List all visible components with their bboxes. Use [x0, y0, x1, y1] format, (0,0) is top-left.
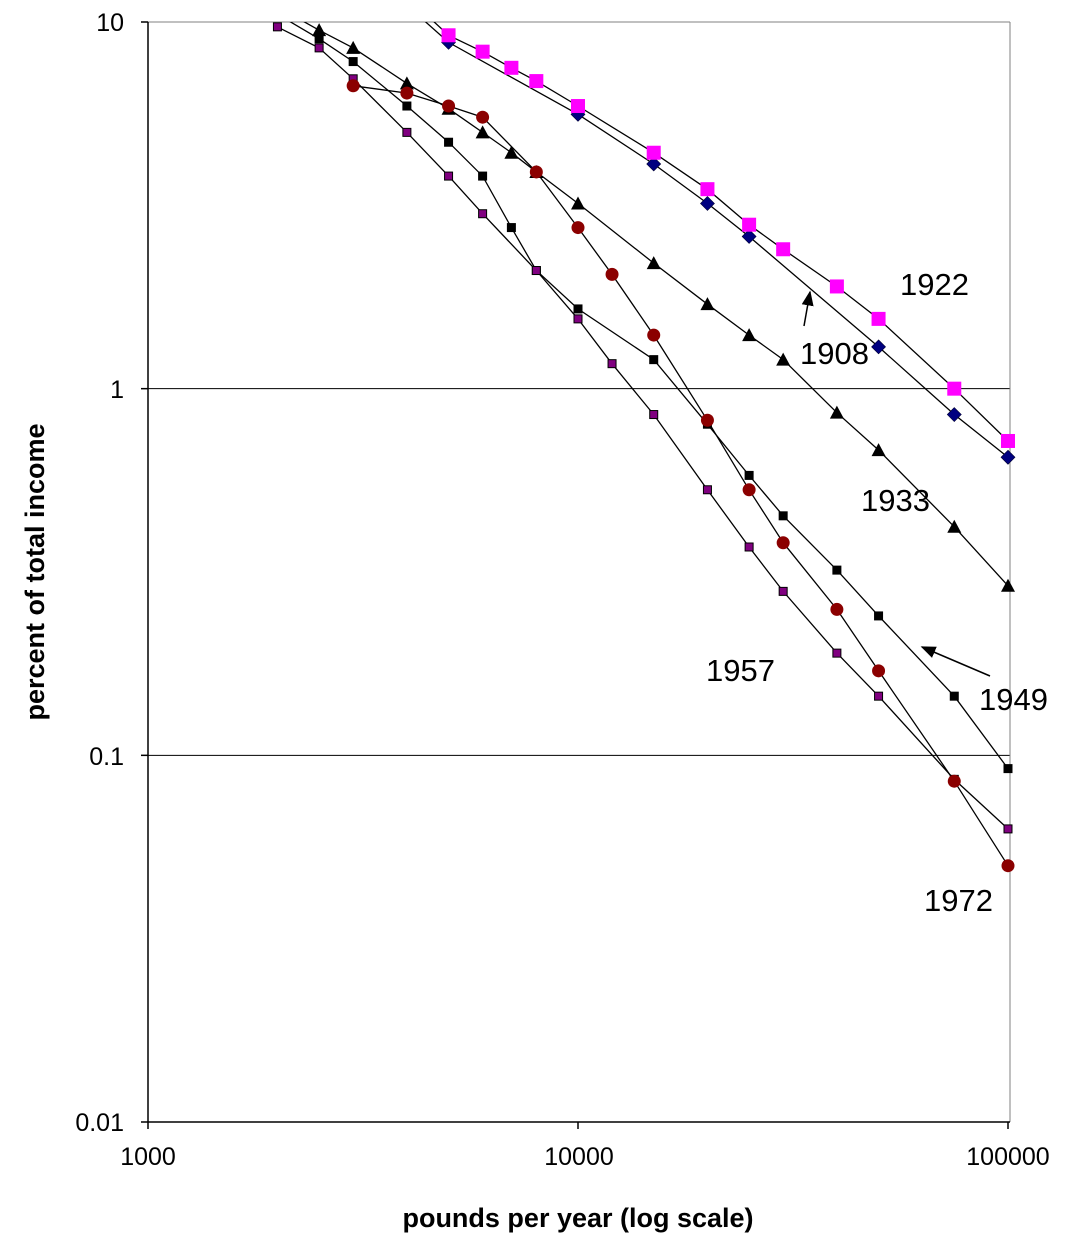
data-point-1933 — [399, 76, 414, 90]
data-point-1972 — [647, 328, 661, 342]
data-point-1933 — [742, 328, 757, 342]
data-point-1949 — [649, 355, 659, 365]
data-point-1908 — [646, 156, 662, 172]
data-point-1972 — [529, 165, 543, 179]
data-point-1972 — [700, 413, 714, 427]
data-point-1949 — [949, 691, 959, 701]
y-tick-label-0-01: 0.01 — [75, 1109, 124, 1137]
data-point-1972 — [872, 664, 886, 678]
data-point-1922 — [700, 182, 715, 197]
y-tick-label-0-1: 0.1 — [89, 743, 124, 771]
horizontal-gridlines — [148, 388, 1010, 756]
data-point-1933 — [1001, 578, 1015, 592]
data-point-1949 — [348, 57, 358, 67]
axis-ticks — [141, 21, 1009, 1129]
data-point-1972 — [742, 483, 756, 497]
arrow-1908 — [801, 290, 814, 327]
arrow-1949 — [920, 646, 991, 677]
data-point-1949 — [874, 611, 884, 621]
data-point-1957 — [531, 266, 541, 276]
data-point-1922 — [441, 28, 456, 43]
data-point-1933 — [504, 145, 519, 159]
data-point-1908 — [871, 339, 886, 355]
data-point-1933 — [571, 196, 585, 210]
data-point-1933 — [829, 405, 844, 419]
label-1972: 1972 — [924, 883, 993, 918]
data-point-1957 — [702, 485, 712, 495]
data-point-1949 — [444, 137, 454, 147]
data-point-1922 — [571, 99, 585, 114]
data-point-1922 — [529, 74, 544, 89]
data-point-1933 — [312, 23, 327, 37]
data-point-1922 — [1001, 433, 1015, 448]
data-point-1957 — [874, 691, 884, 701]
x-tick-label-100000: 100000 — [966, 1143, 1049, 1171]
y-tick-label-1: 1 — [110, 376, 124, 404]
data-point-1933 — [776, 352, 791, 366]
plot-area — [148, 22, 1010, 1122]
data-point-1972 — [605, 267, 619, 281]
data-point-1933 — [871, 443, 886, 457]
data-point-1972 — [571, 221, 585, 235]
data-point-1922 — [646, 145, 661, 160]
data-point-1908 — [946, 407, 962, 422]
data-point-1949 — [832, 565, 842, 575]
data-point-1957 — [832, 648, 842, 658]
data-point-1933 — [346, 40, 361, 54]
data-point-1957 — [778, 586, 788, 596]
data-point-1922 — [504, 60, 519, 75]
data-point-1957 — [314, 43, 324, 53]
data-point-1922 — [475, 44, 490, 59]
x-axis-title: pounds per year (log scale) — [402, 1203, 753, 1233]
data-point-1949 — [314, 34, 324, 44]
data-point-1957 — [1003, 824, 1013, 834]
data-point-1922 — [871, 311, 886, 326]
data-point-1922 — [776, 242, 791, 257]
data-point-1949 — [478, 171, 488, 181]
y-axis-title: percent of total income — [20, 423, 50, 720]
data-point-1972 — [776, 536, 790, 550]
label-1933: 1933 — [861, 483, 930, 518]
data-point-1957 — [444, 171, 454, 181]
data-point-1972 — [476, 110, 490, 124]
label-1949: 1949 — [979, 682, 1048, 717]
data-point-1972 — [442, 99, 456, 113]
x-tick-label-10000: 10000 — [544, 1143, 614, 1171]
data-point-1972 — [947, 774, 961, 788]
data-point-1933 — [646, 256, 661, 270]
data-point-1949 — [573, 304, 583, 314]
data-point-1972 — [400, 86, 414, 100]
data-point-1957 — [402, 127, 412, 137]
label-1957: 1957 — [706, 653, 775, 688]
data-point-1908 — [700, 196, 715, 211]
data-point-1949 — [1003, 764, 1013, 774]
x-tick-label-1000: 1000 — [120, 1143, 176, 1171]
data-point-1922 — [829, 279, 844, 294]
data-point-1972 — [346, 79, 360, 93]
data-point-1949 — [744, 470, 754, 480]
data-point-1933 — [700, 297, 715, 311]
data-point-1972 — [1001, 859, 1015, 873]
data-point-1957 — [272, 22, 282, 32]
data-point-1908 — [741, 229, 757, 244]
data-point-1908 — [1000, 449, 1016, 465]
data-point-1922 — [742, 217, 757, 232]
data-point-1957 — [649, 410, 659, 420]
data-point-1957 — [744, 542, 754, 552]
data-point-1957 — [573, 314, 583, 324]
label-1908: 1908 — [800, 336, 869, 371]
label-1922: 1922 — [900, 267, 969, 302]
data-point-1972 — [830, 602, 844, 616]
data-point-1949 — [506, 223, 516, 233]
data-point-1933 — [475, 125, 490, 139]
series-markers — [272, 22, 1016, 873]
y-tick-label-10: 10 — [96, 9, 124, 37]
data-point-1949 — [778, 511, 788, 521]
data-point-1933 — [947, 519, 962, 533]
data-point-1957 — [478, 209, 488, 219]
data-point-1949 — [402, 101, 412, 111]
data-point-1957 — [607, 359, 617, 369]
data-point-1922 — [947, 381, 962, 396]
